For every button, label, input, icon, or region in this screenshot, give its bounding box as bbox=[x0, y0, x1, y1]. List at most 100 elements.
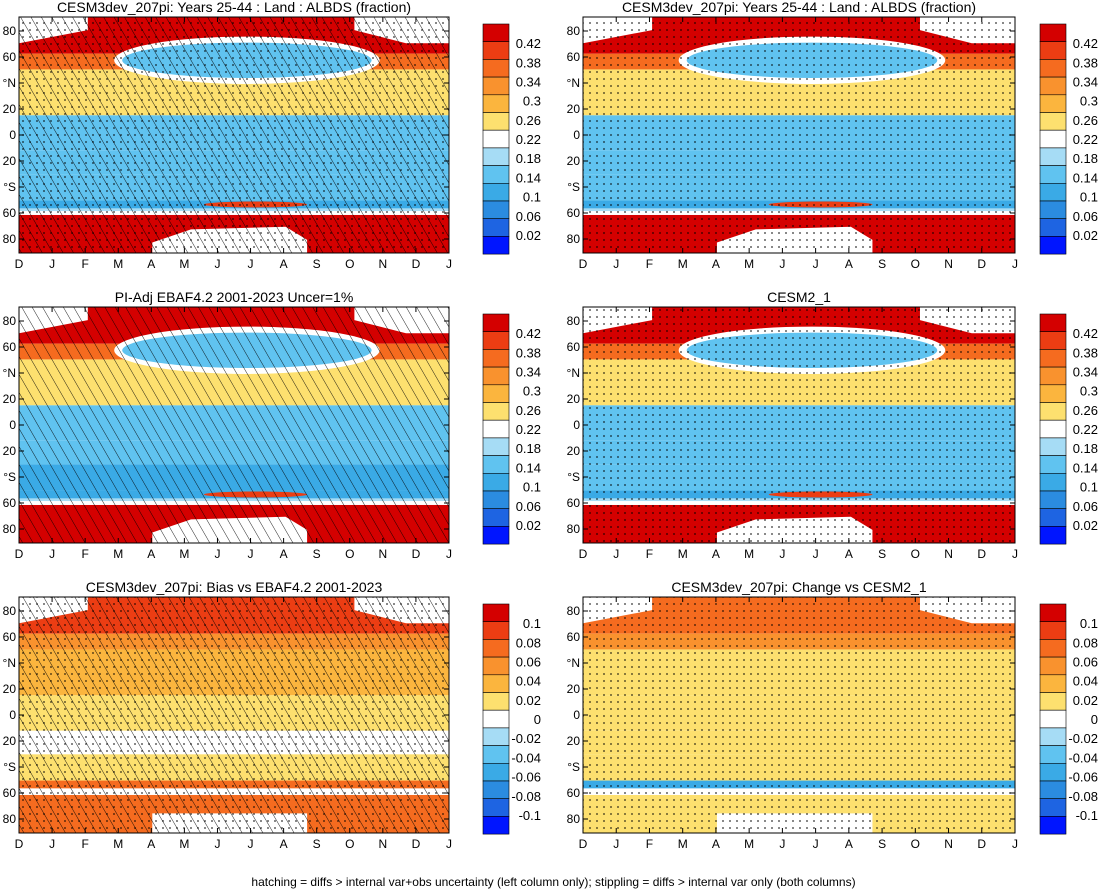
colorbar-label: 0.14 bbox=[516, 460, 541, 475]
y-tick-label: 80 bbox=[3, 604, 17, 618]
colorbar-swatch bbox=[1039, 780, 1067, 800]
colorbar-swatch bbox=[1039, 23, 1067, 43]
x-tick-label: J bbox=[248, 257, 254, 271]
y-tick-label: 80 bbox=[567, 604, 581, 618]
colorbar-swatch bbox=[1039, 129, 1067, 149]
colorbar: 0.42 0.38 0.34 0.3 0.26 0.22 0.18 0.14 0.1 0.06 0.… bbox=[1039, 23, 1098, 255]
x-tick-label: S bbox=[313, 547, 321, 561]
y-tick-label: 80 bbox=[567, 522, 581, 536]
colorbar-swatch bbox=[482, 218, 510, 237]
colorbar-label: 0.04 bbox=[1073, 674, 1098, 689]
colorbar-swatch bbox=[482, 692, 510, 711]
colorbar-label: 0.42 bbox=[516, 36, 541, 51]
colorbar-swatch bbox=[1039, 200, 1067, 220]
y-tick-label: 0 bbox=[573, 128, 580, 142]
x-tick-label: F bbox=[646, 837, 653, 851]
panel-3: PI-Adj EBAF4.2 2001-2023 Uncer=1% D J F M A M J… bbox=[3, 289, 541, 561]
x-tick-label: J bbox=[779, 257, 785, 271]
x-tick-label: D bbox=[579, 547, 588, 561]
colorbar-swatch bbox=[1039, 472, 1067, 492]
x-tick-label: D bbox=[15, 257, 24, 271]
colorbar-label: 0.04 bbox=[516, 674, 541, 689]
colorbar-label: 0.38 bbox=[516, 345, 541, 360]
x-tick-label: M bbox=[678, 547, 688, 561]
y-tick-label: 20 bbox=[567, 102, 581, 116]
x-tick-label: J bbox=[613, 257, 619, 271]
y-tick-label: 20 bbox=[567, 444, 581, 458]
x-tick-label: A bbox=[280, 547, 288, 561]
colorbar-label: 0.06 bbox=[516, 499, 541, 514]
colorbar-label: 0.14 bbox=[1073, 460, 1098, 475]
y-tick-label: 80 bbox=[567, 812, 581, 826]
colorbar-label: 0.02 bbox=[1073, 518, 1098, 533]
colorbar-swatch bbox=[482, 762, 510, 782]
colorbar-label: 0.02 bbox=[1073, 693, 1098, 708]
colorbar-swatch bbox=[482, 780, 510, 800]
x-tick-label: J bbox=[813, 547, 819, 561]
colorbar-swatch bbox=[482, 147, 510, 166]
colorbar-swatch bbox=[482, 23, 510, 43]
x-tick-label: A bbox=[147, 547, 155, 561]
colorbar-label: 0.1 bbox=[1080, 616, 1098, 631]
colorbar-label: 0.18 bbox=[516, 151, 541, 166]
y-tick-label: 80 bbox=[567, 24, 581, 38]
colorbar-swatch bbox=[482, 59, 510, 78]
y-tick-label: 60 bbox=[567, 496, 581, 510]
x-tick-label: F bbox=[81, 257, 88, 271]
colorbar-label: 0.42 bbox=[1073, 36, 1098, 51]
colorbar-swatch bbox=[1039, 762, 1067, 782]
colorbar-swatch bbox=[1039, 76, 1067, 96]
y-tick-label: 60 bbox=[567, 630, 581, 644]
y-tick-label: 60 bbox=[3, 496, 17, 510]
x-tick-label: O bbox=[911, 257, 920, 271]
panel-title: CESM3dev_207pi: Years 25-44 : Land : ALB… bbox=[57, 0, 411, 15]
colorbar-swatch bbox=[482, 490, 510, 510]
colorbar-swatch bbox=[1039, 816, 1067, 835]
colorbar-swatch bbox=[482, 603, 510, 623]
colorbar-swatch bbox=[1039, 165, 1067, 184]
colorbar-swatch bbox=[1039, 218, 1067, 237]
colorbar-label: 0.18 bbox=[516, 441, 541, 456]
colorbar-swatch bbox=[482, 366, 510, 386]
colorbar-label: 0.06 bbox=[516, 209, 541, 224]
x-tick-label: D bbox=[412, 837, 421, 851]
panel-1: CESM3dev_207pi: Years 25-44 : Land : ALB… bbox=[3, 0, 541, 271]
x-tick-label: M bbox=[678, 837, 688, 851]
colorbar-label: 0.3 bbox=[1080, 384, 1098, 399]
y-tick-label: 20 bbox=[3, 734, 17, 748]
colorbar-label: 0.02 bbox=[516, 228, 541, 243]
stippling-overlay bbox=[19, 17, 449, 253]
colorbar-swatch bbox=[1039, 59, 1067, 78]
panel-5: CESM3dev_207pi: Bias vs EBAF4.2 2001-202… bbox=[3, 579, 541, 851]
colorbar-swatch bbox=[482, 402, 510, 421]
y-tick-label: 80 bbox=[3, 812, 17, 826]
x-tick-label: J bbox=[813, 257, 819, 271]
x-tick-label: A bbox=[712, 547, 720, 561]
y-tick-label: °S bbox=[3, 470, 16, 484]
colorbar-swatch bbox=[482, 384, 510, 403]
heatmap-field bbox=[583, 597, 1015, 833]
y-tick-label: 60 bbox=[3, 630, 17, 644]
colorbar-label: 0.08 bbox=[516, 635, 541, 650]
x-tick-label: J bbox=[49, 257, 55, 271]
x-tick-label: N bbox=[379, 837, 388, 851]
y-tick-label: 60 bbox=[567, 340, 581, 354]
y-tick-label: °S bbox=[567, 760, 580, 774]
colorbar: 0.42 0.38 0.34 0.3 0.26 0.22 0.18 0.14 0.1 0.06 0.… bbox=[482, 23, 541, 255]
y-tick-label: 20 bbox=[3, 444, 17, 458]
colorbar-label: -0.06 bbox=[511, 770, 541, 785]
panel-2: CESM3dev_207pi: Years 25-44 : Land : ALB… bbox=[567, 0, 1098, 271]
x-tick-label: S bbox=[313, 837, 321, 851]
colorbar-swatch bbox=[1039, 41, 1067, 60]
colorbar-swatch bbox=[1039, 331, 1067, 350]
x-tick-label: N bbox=[379, 257, 388, 271]
y-tick-label: 60 bbox=[567, 206, 581, 220]
x-tick-label: M bbox=[678, 257, 688, 271]
colorbar-label: 0.1 bbox=[523, 480, 541, 495]
y-tick-label: 60 bbox=[567, 786, 581, 800]
colorbar-label: 0.34 bbox=[1073, 365, 1098, 380]
colorbar-label: 0.22 bbox=[1073, 422, 1098, 437]
colorbar-swatch bbox=[482, 349, 510, 368]
y-tick-label: 0 bbox=[9, 128, 16, 142]
